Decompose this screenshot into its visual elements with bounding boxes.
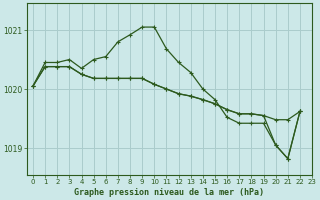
X-axis label: Graphe pression niveau de la mer (hPa): Graphe pression niveau de la mer (hPa)	[75, 188, 265, 197]
